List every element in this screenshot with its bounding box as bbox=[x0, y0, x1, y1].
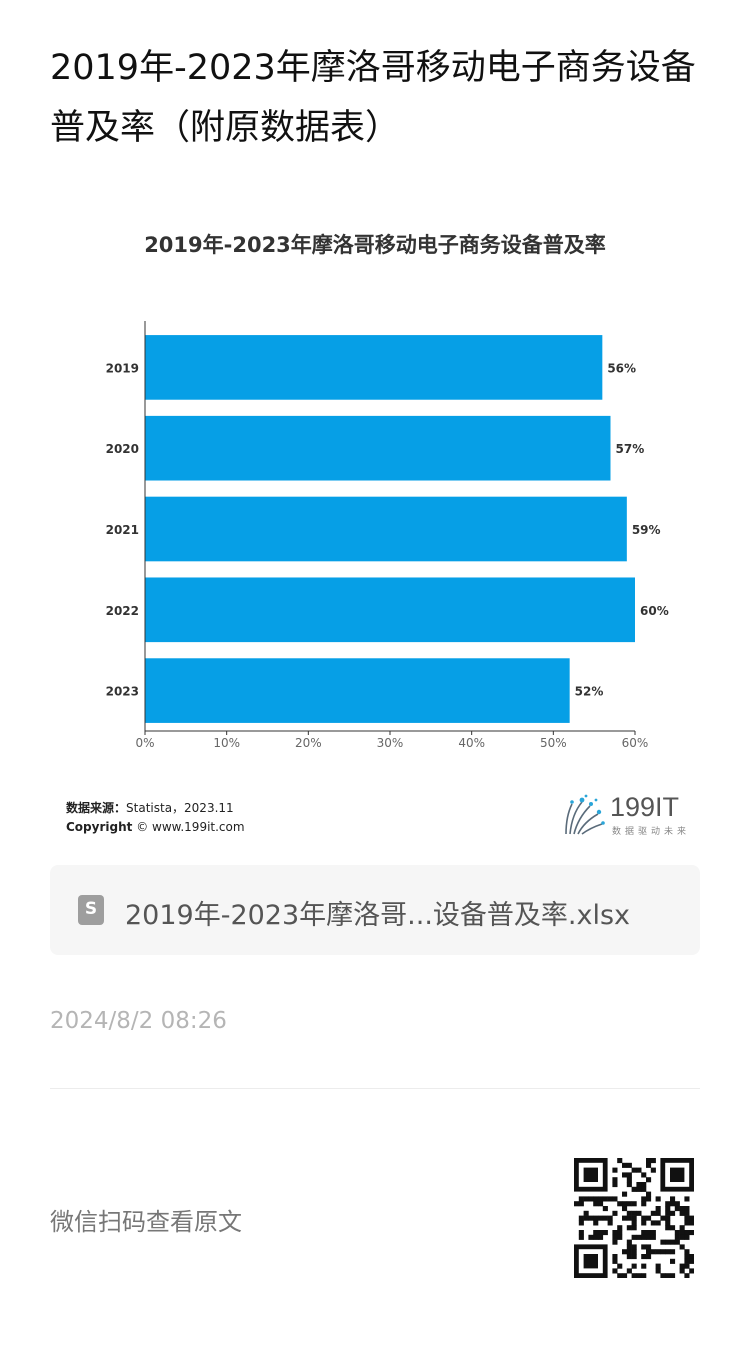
bar-chart: 2019 56% 2020 57% 2021 59% 2022 60% 2023 52% 0% 10%… bbox=[106, 321, 669, 750]
qr-label: 微信扫码查看原文 bbox=[50, 1208, 242, 1236]
y-tick-label-2022: 2022 bbox=[106, 604, 139, 618]
spreadsheet-file-icon: S bbox=[78, 895, 104, 925]
source-value: Statista，2023.11 bbox=[126, 801, 234, 815]
attachment-file-card[interactable]: S 2019年-2023年摩洛哥...设备普及率.xlsx bbox=[50, 865, 700, 955]
x-tick-label: 0% bbox=[135, 736, 154, 750]
bar-2023 bbox=[145, 658, 570, 723]
data-label-2023: 52% bbox=[575, 685, 604, 699]
bar-2019 bbox=[145, 335, 603, 400]
logo-burst-icon bbox=[565, 794, 605, 835]
y-tick-label-2020: 2020 bbox=[106, 442, 139, 456]
x-tick-label: 60% bbox=[622, 736, 649, 750]
article-title: 2019年-2023年摩洛哥移动电子商务设备普及率（附原数据表） bbox=[50, 48, 696, 148]
copyright-line: Copyright © www.199it.com bbox=[66, 820, 245, 834]
logo-subtitle: 数据驱动未来 bbox=[612, 827, 691, 837]
y-tick-label-2023: 2023 bbox=[106, 685, 139, 699]
x-tick-label: 10% bbox=[213, 736, 240, 750]
publish-timestamp: 2024/8/2 08:26 bbox=[50, 1008, 227, 1034]
logo-text: 199IT bbox=[610, 792, 680, 822]
copyright-label: Copyright bbox=[66, 820, 133, 834]
x-tick-label: 30% bbox=[377, 736, 404, 750]
y-tick-label-2021: 2021 bbox=[106, 523, 139, 537]
x-tick-label: 20% bbox=[295, 736, 322, 750]
x-tick-label: 40% bbox=[458, 736, 485, 750]
data-label-2019: 56% bbox=[607, 361, 636, 375]
y-tick-label-2019: 2019 bbox=[106, 361, 139, 375]
source-label: 数据来源： bbox=[66, 801, 127, 815]
copyright-value: © www.199it.com bbox=[136, 820, 245, 834]
data-label-2022: 60% bbox=[640, 604, 669, 618]
chart-title: 2019年-2023年摩洛哥移动电子商务设备普及率 bbox=[144, 233, 606, 257]
attachment-filename[interactable]: 2019年-2023年摩洛哥...设备普及率.xlsx bbox=[125, 900, 631, 931]
bar-2020 bbox=[145, 415, 611, 481]
source-line: 数据来源：Statista，2023.11 bbox=[66, 799, 234, 816]
chart-card: 2019年-2023年摩洛哥移动电子商务设备普及率 2019 56% 2020 57%… bbox=[50, 205, 700, 845]
x-tick-label: 50% bbox=[540, 736, 567, 750]
qr-code-icon[interactable] bbox=[574, 1158, 694, 1278]
bar-2021 bbox=[145, 496, 627, 562]
divider bbox=[50, 1088, 700, 1089]
data-label-2020: 57% bbox=[616, 442, 645, 456]
brand-logo: 199IT 数据驱动未来 bbox=[560, 790, 700, 840]
bar-2022 bbox=[145, 577, 635, 643]
data-label-2021: 59% bbox=[632, 523, 661, 537]
